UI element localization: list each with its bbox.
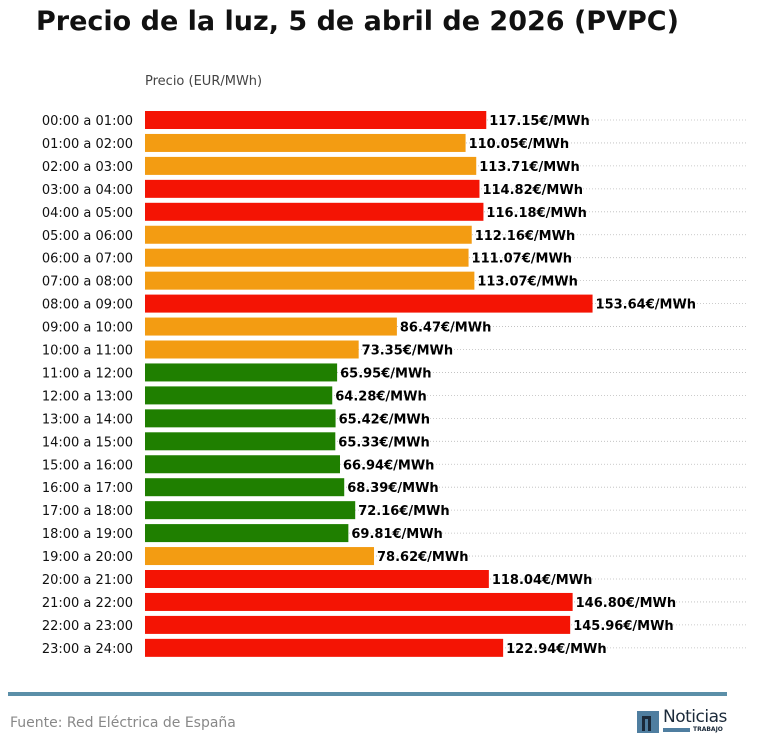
bar [145, 317, 397, 336]
y-tick-label: 22:00 a 23:00 [42, 619, 133, 634]
y-tick-label: 08:00 a 09:00 [42, 298, 133, 313]
data-label: 110.05€/MWh [469, 137, 570, 152]
bar [145, 455, 340, 474]
bar [145, 386, 333, 405]
y-tick-label: 20:00 a 21:00 [42, 573, 133, 588]
y-tick-label: 07:00 a 08:00 [42, 275, 133, 290]
bar [145, 179, 480, 198]
footer-divider [8, 692, 727, 696]
data-label: 117.15€/MWh [489, 114, 590, 129]
y-tick-label: 13:00 a 14:00 [42, 412, 133, 427]
y-tick-label: 18:00 a 19:00 [42, 527, 133, 542]
data-label: 73.35€/MWh [362, 344, 453, 359]
bar [145, 225, 472, 244]
y-tick-label: 11:00 a 12:00 [42, 366, 133, 381]
y-tick-label: 19:00 a 20:00 [42, 550, 133, 565]
bar [145, 570, 489, 588]
bar [145, 524, 349, 543]
bar [145, 202, 484, 221]
bar [145, 478, 345, 497]
y-tick-label: 09:00 a 10:00 [42, 321, 133, 336]
data-label: 112.16€/MWh [475, 229, 575, 244]
y-tick-label: 15:00 a 16:00 [42, 458, 133, 473]
y-tick-label: 21:00 a 22:00 [42, 596, 133, 611]
y-tick-label: 17:00 a 18:00 [42, 504, 133, 519]
data-label: 118.04€/MWh [492, 573, 593, 588]
bar [145, 156, 477, 175]
bar [145, 409, 336, 428]
source-note: Fuente: Red Eléctrica de España [10, 715, 236, 731]
bar [145, 592, 573, 611]
y-tick-label: 02:00 a 03:00 [42, 160, 133, 175]
data-label: 113.07€/MWh [477, 275, 577, 290]
data-label: 153.64€/MWh [596, 298, 697, 313]
bar [145, 248, 469, 267]
data-label: 69.81€/MWh [351, 527, 442, 542]
noticias-trabajo-logo: Noticias TRABAJO [637, 707, 729, 735]
y-tick-label: 06:00 a 07:00 [42, 252, 133, 267]
logo-name: Noticias [663, 707, 727, 727]
data-label: 122.94€/MWh [506, 642, 607, 657]
data-label: 65.95€/MWh [340, 366, 431, 381]
logo-bar [663, 728, 690, 732]
data-label: 66.94€/MWh [343, 458, 434, 473]
data-label: 86.47€/MWh [400, 321, 491, 336]
logo-subtext: TRABAJO [693, 726, 723, 733]
y-tick-label: 12:00 a 13:00 [42, 389, 133, 404]
data-label: 65.33€/MWh [338, 435, 429, 450]
chart-title: Precio de la luz, 5 de abril de 2026 (PV… [36, 6, 679, 37]
data-label: 72.16€/MWh [358, 504, 449, 519]
x-axis-label: Precio (EUR/MWh) [145, 74, 263, 89]
bar [145, 432, 336, 451]
bar [145, 547, 375, 566]
data-label: 65.42€/MWh [339, 412, 430, 427]
y-tick-label: 14:00 a 15:00 [42, 435, 133, 450]
bar [145, 133, 466, 152]
bar [145, 271, 475, 290]
data-label: 111.07€/MWh [472, 252, 573, 267]
y-tick-label: 10:00 a 11:00 [42, 344, 133, 359]
y-tick-label: 16:00 a 17:00 [42, 481, 133, 496]
bar [145, 111, 487, 129]
bar [145, 501, 356, 520]
data-label: 113.71€/MWh [479, 160, 580, 175]
bar-chart: 00:00 a 01:00 117.15€/MWh 01:00 a 02:00 110… [42, 111, 748, 657]
y-tick-label: 05:00 a 06:00 [42, 229, 133, 244]
y-tick-label: 23:00 a 24:00 [42, 642, 133, 657]
bar [145, 638, 504, 657]
bar [145, 615, 571, 634]
data-label: 78.62€/MWh [377, 550, 468, 565]
y-tick-label: 04:00 a 05:00 [42, 206, 133, 221]
y-tick-label: 00:00 a 01:00 [42, 114, 133, 129]
data-label: 146.80€/MWh [576, 596, 677, 611]
logo-icon [637, 711, 659, 733]
data-label: 68.39€/MWh [347, 481, 438, 496]
y-tick-label: 03:00 a 04:00 [42, 183, 133, 198]
bar [145, 340, 359, 359]
bar [145, 294, 593, 313]
data-label: 116.18€/MWh [486, 206, 587, 221]
data-label: 114.82€/MWh [482, 183, 583, 198]
data-label: 64.28€/MWh [335, 389, 426, 404]
data-label: 145.96€/MWh [573, 619, 674, 634]
bar [145, 363, 338, 382]
y-tick-label: 01:00 a 02:00 [42, 137, 133, 152]
